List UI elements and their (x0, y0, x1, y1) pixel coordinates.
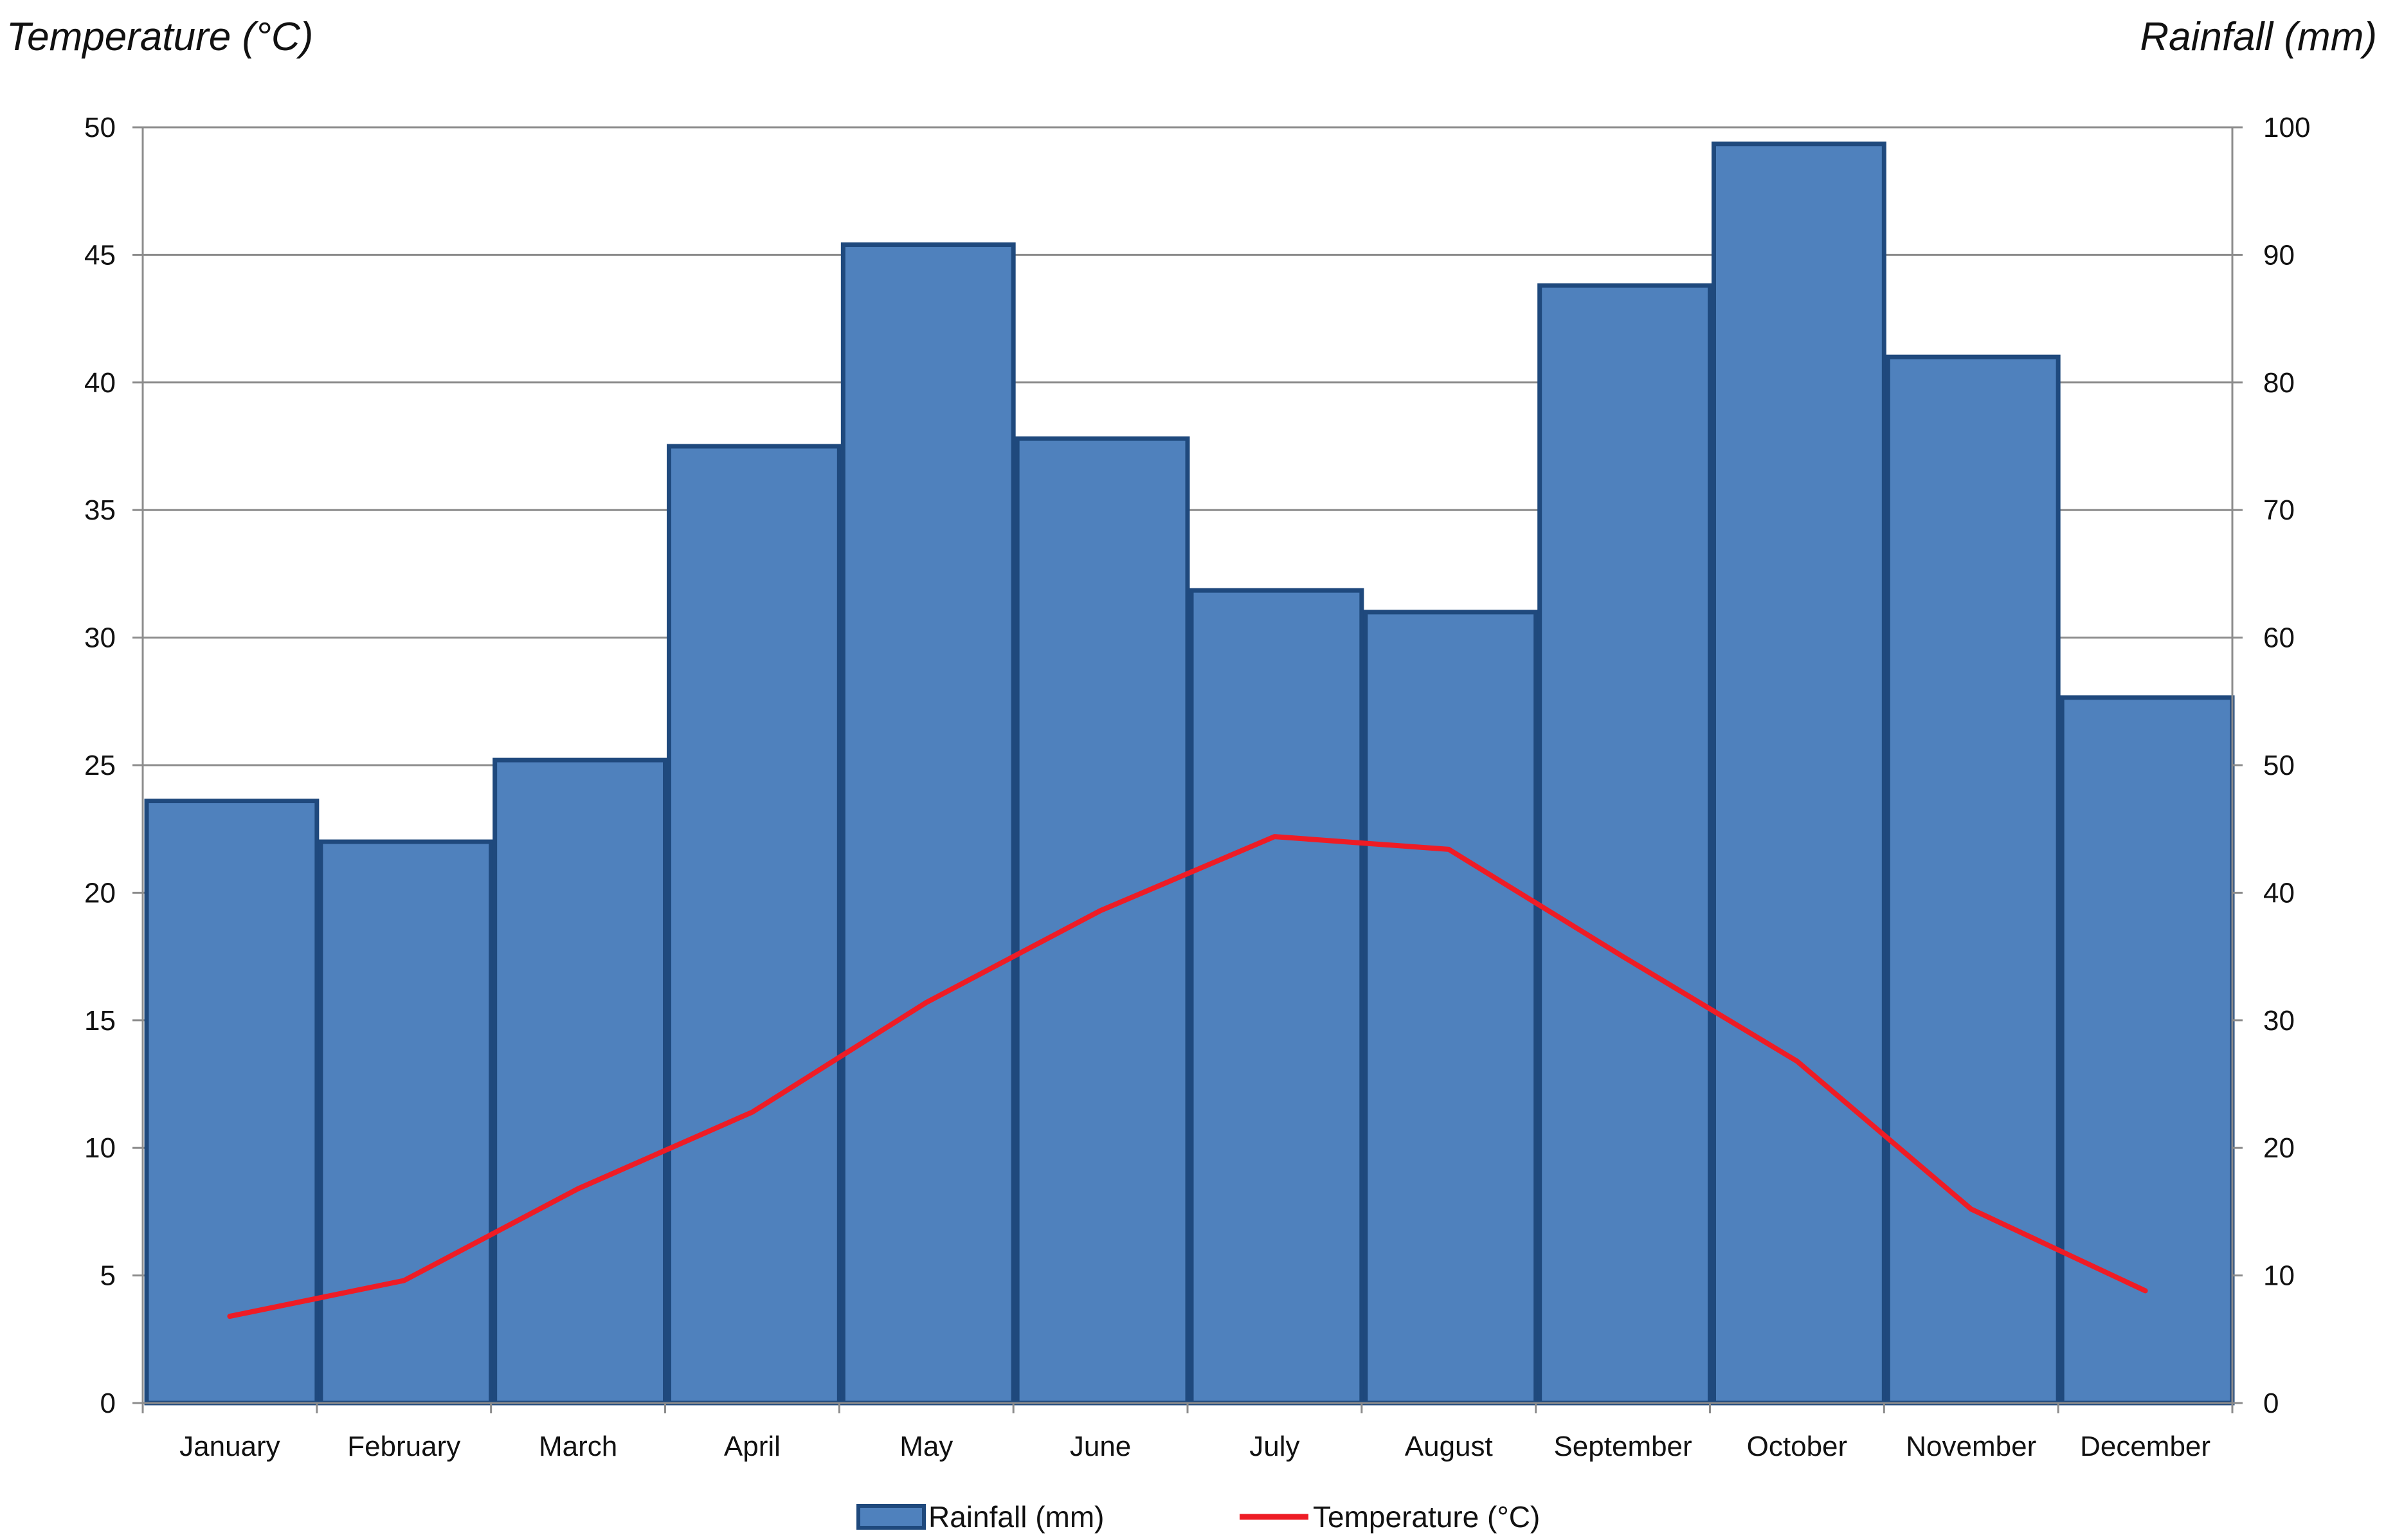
rainfall-bar (2059, 695, 2235, 1406)
rainfall-bar (1537, 283, 1713, 1406)
x-tick-label: June (1070, 1431, 1131, 1462)
x-tick-label: December (2080, 1431, 2210, 1462)
legend: Rainfall (mm) Temperature (°C) (856, 1500, 1540, 1534)
left-tick-label: 30 (84, 622, 116, 654)
left-tick-label: 20 (84, 877, 116, 909)
x-tick-label: March (539, 1431, 617, 1462)
left-tick-label: 0 (100, 1388, 116, 1419)
legend-rainfall-swatch (856, 1504, 926, 1530)
right-tick-label: 60 (2263, 622, 2295, 654)
x-tick-label: November (1906, 1431, 2036, 1462)
left-tick-label: 40 (84, 367, 116, 399)
rainfall-bar (667, 444, 842, 1406)
left-tick-label: 5 (100, 1260, 116, 1292)
x-tick-label: August (1405, 1431, 1493, 1462)
right-tick-label: 70 (2263, 494, 2295, 526)
left-tick-label: 15 (84, 1005, 116, 1037)
rainfall-bar (1015, 436, 1190, 1406)
temperature-line-group (227, 834, 2148, 1319)
right-tick-label: 50 (2263, 750, 2295, 781)
right-tick-label: 100 (2263, 112, 2310, 143)
rainfall-bars (144, 141, 2235, 1406)
axes (132, 126, 2243, 1413)
rainfall-bar (1712, 141, 1886, 1406)
left-tick-label: 45 (84, 239, 116, 271)
right-axis-title: Rainfall (mm) (2140, 15, 2377, 59)
rainfall-bar (493, 757, 668, 1406)
tick-labels: 0 5 10 15 20 25 30 35 40 45 50 0 10 20 30 40 50 60 70 80 90 1… (84, 112, 2310, 1462)
x-tick-label: April (724, 1431, 781, 1462)
rainfall-bar (1885, 354, 2061, 1406)
left-tick-label: 10 (84, 1132, 116, 1164)
right-tick-label: 10 (2263, 1260, 2295, 1292)
right-tick-label: 80 (2263, 367, 2295, 399)
left-tick-label: 35 (84, 494, 116, 526)
legend-rainfall-label: Rainfall (mm) (928, 1500, 1104, 1534)
rainfall-bar (1189, 588, 1364, 1406)
rainfall-bar (840, 242, 1016, 1406)
rainfall-bar (144, 799, 320, 1406)
right-tick-label: 20 (2263, 1132, 2295, 1164)
x-tick-label: February (347, 1431, 460, 1462)
rainfall-bar (1363, 610, 1539, 1406)
x-tick-label: January (179, 1431, 280, 1462)
temperature-line (227, 834, 2148, 1319)
right-tick-label: 90 (2263, 239, 2295, 271)
left-tick-label: 50 (84, 112, 116, 143)
rainfall-bar (318, 839, 494, 1406)
x-tick-label: May (899, 1431, 953, 1462)
left-axis-title: Temperature (°C) (6, 15, 313, 59)
left-tick-label: 25 (84, 750, 116, 781)
right-tick-label: 40 (2263, 877, 2295, 909)
right-tick-label: 0 (2263, 1388, 2279, 1419)
x-tick-label: July (1249, 1431, 1299, 1462)
legend-temperature-label: Temperature (°C) (1313, 1500, 1540, 1534)
x-tick-label: September (1553, 1431, 1692, 1462)
x-tick-label: October (1747, 1431, 1848, 1462)
right-tick-label: 30 (2263, 1005, 2295, 1037)
